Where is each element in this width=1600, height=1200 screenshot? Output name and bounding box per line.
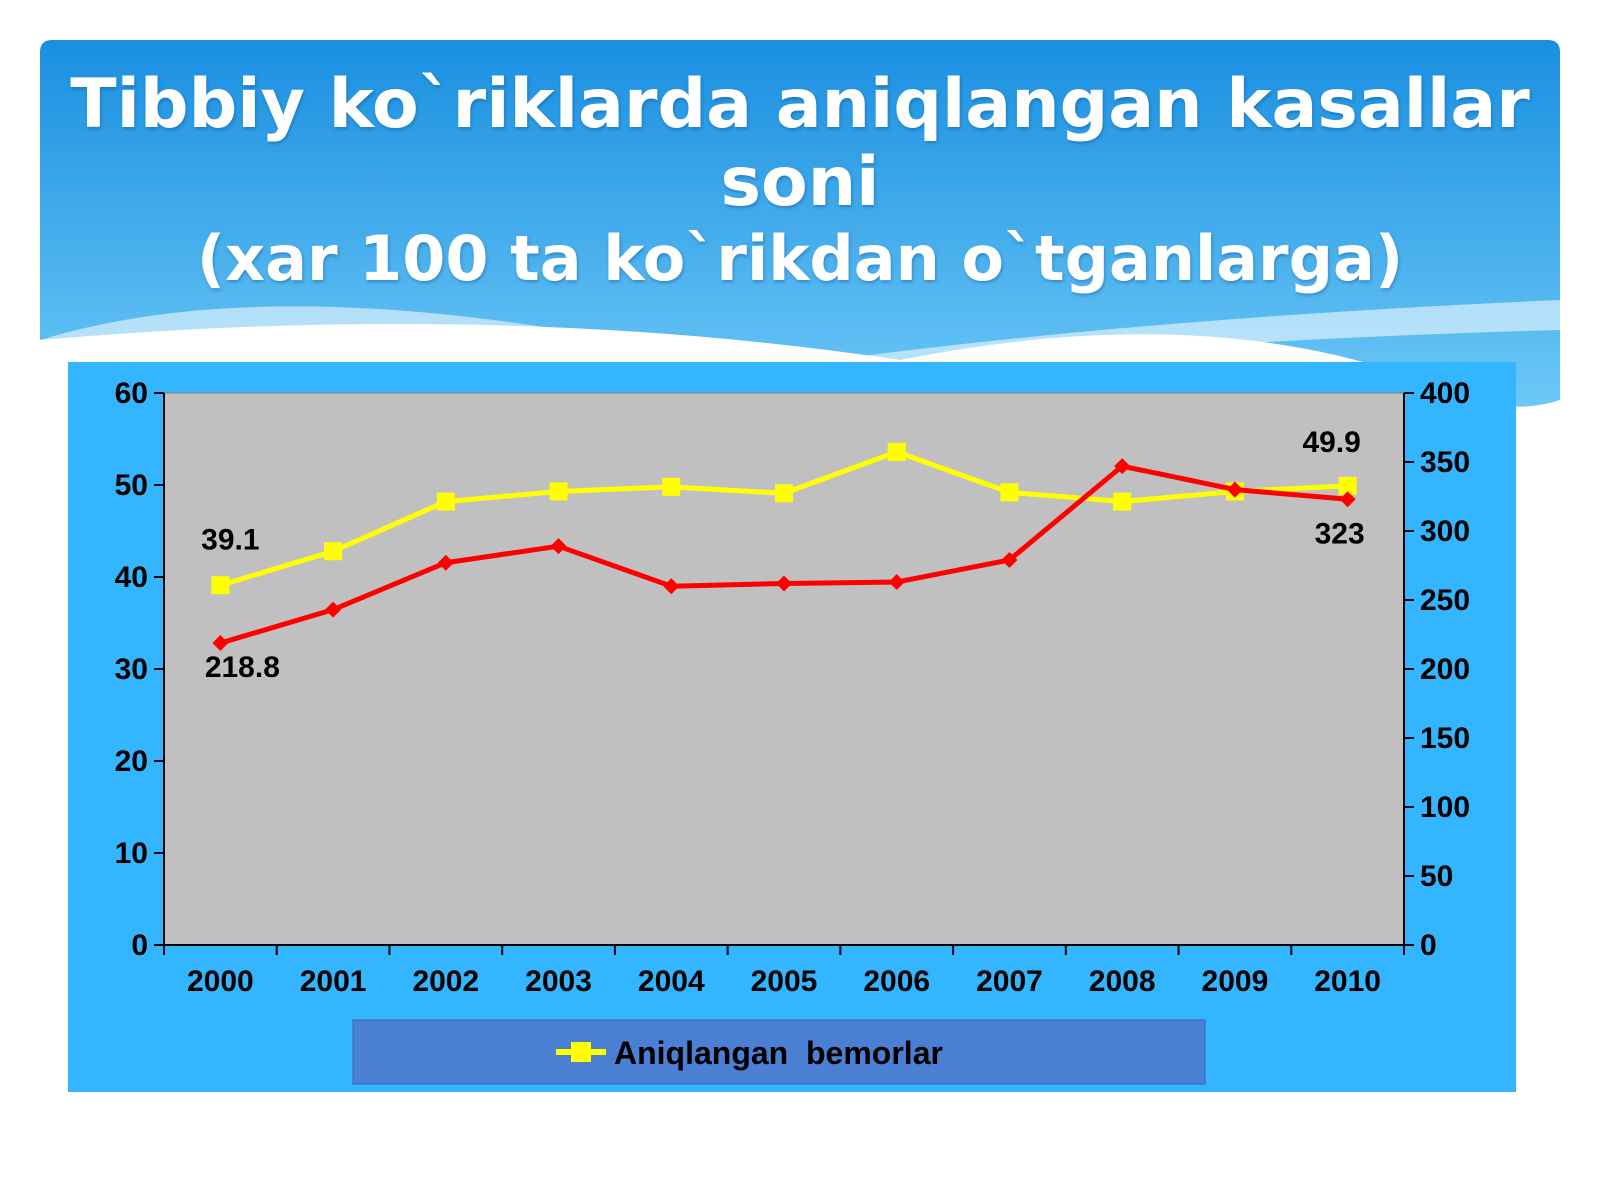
data-point-diamond [663,578,680,595]
data-point-diamond [888,574,905,591]
data-labels: 39.1 49.9 218.8 323 [201,426,1364,684]
data-point-square [549,482,568,501]
data-point-square [887,442,906,461]
right-tick-label: 200 [1420,653,1470,686]
left-tick-label: 40 [115,561,148,594]
right-tick-label: 400 [1420,377,1470,410]
data-point-diamond [437,554,454,571]
data-point-square [775,484,793,503]
left-tick-label: 60 [115,377,148,410]
data-point-square [662,477,681,496]
legend: Aniqlangan bemorlar [352,1019,1206,1085]
data-point-diamond [550,538,567,555]
x-tick-label: 2000 [187,965,254,998]
right-tick-label: 250 [1420,584,1470,617]
legend-box [352,1019,1206,1085]
x-tick-label: 2006 [863,965,930,998]
data-label: 323 [1315,517,1365,550]
right-tick-label: 0 [1420,929,1437,962]
data-point-square [324,542,343,561]
series-layer [211,442,1357,652]
data-point-diamond [776,575,792,592]
title-line-2: (xar 100 ta ko`rikdan o`tganlarga) [196,222,1404,295]
data-point-square [1113,492,1132,511]
right-tick-label: 100 [1420,791,1470,824]
x-axis-ticks: 2000 2001 2002 2003 2004 2005 2006 2007 2008 2009… [163,945,1405,998]
left-tick-label: 10 [115,837,148,870]
x-tick-label: 2001 [300,965,367,998]
left-tick-label: 20 [115,745,148,778]
data-point-diamond [1226,481,1243,498]
data-point-diamond [1001,551,1018,568]
data-point-diamond [1339,491,1356,508]
plot-area [163,392,1405,946]
data-label: 218.8 [205,651,280,684]
data-point-square [1000,483,1019,502]
x-tick-label: 2008 [1089,965,1156,998]
right-tick-label: 50 [1420,860,1453,893]
right-tick-label: 350 [1420,446,1470,479]
legend-label: Aniqlangan bemorlar [614,1035,943,1071]
header-wave [40,300,1560,370]
data-point-square [1338,476,1357,495]
left-tick-label: 30 [115,653,148,686]
x-tick-label: 2002 [412,965,479,998]
data-label: 49.9 [1302,426,1360,459]
right-tick-label: 150 [1420,722,1470,755]
right-axis-ticks: 0 50 100 150 200 250 300 350 400 [1404,377,1470,962]
slide-title: Tibbiy ko`riklarda aniqlangan kasallar s… [40,66,1560,296]
data-point-square [436,492,455,511]
right-tick-label: 300 [1420,515,1470,548]
x-tick-label: 2005 [751,965,818,998]
x-tick-label: 2007 [976,965,1043,998]
x-tick-label: 2004 [638,965,705,998]
left-axis-ticks: 0 10 20 30 40 50 60 [115,377,164,962]
legend-swatch-marker [571,1042,591,1062]
left-tick-label: 50 [115,469,148,502]
x-tick-label: 2009 [1202,965,1269,998]
title-line-1: Tibbiy ko`riklarda aniqlangan kasallar s… [70,65,1530,222]
x-tick-label: 2003 [525,965,592,998]
data-point-diamond [212,635,229,652]
left-tick-label: 0 [131,929,148,962]
x-tick-label: 2010 [1314,965,1381,998]
data-point-square [211,576,230,595]
data-label: 39.1 [201,523,259,556]
data-point-diamond [1114,458,1131,475]
data-point-diamond [325,601,342,618]
